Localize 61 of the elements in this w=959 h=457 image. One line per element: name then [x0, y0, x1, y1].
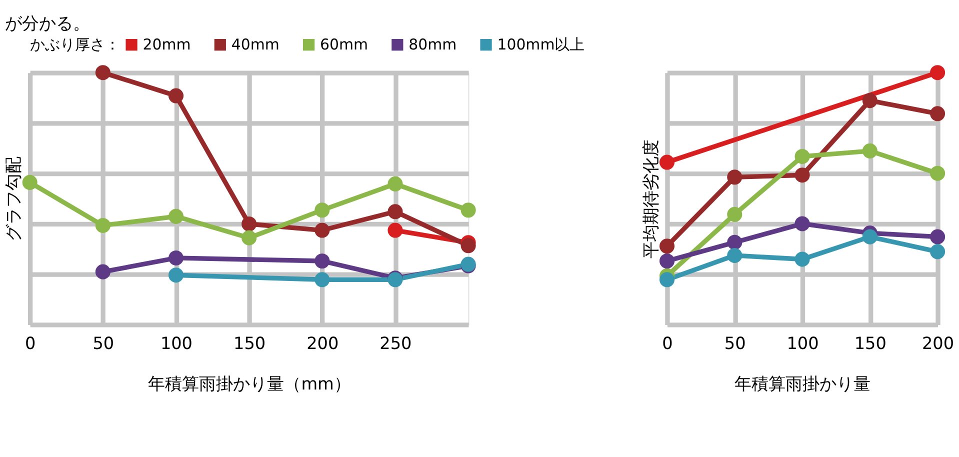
point	[388, 222, 403, 238]
legend-label: 20mm	[142, 36, 191, 54]
point	[862, 143, 878, 158]
x-tick-label: 100	[786, 333, 819, 354]
point	[794, 216, 810, 232]
point	[95, 264, 110, 280]
x-tick-label: 150	[854, 333, 886, 354]
y-axis-title: グラフ勾配	[3, 156, 24, 242]
x-tick-label: 200	[306, 333, 339, 354]
point	[388, 176, 403, 192]
point	[794, 252, 810, 267]
legend-label: 80mm	[408, 36, 457, 54]
point	[862, 93, 878, 108]
point	[930, 106, 946, 122]
point	[794, 168, 810, 183]
point	[659, 272, 675, 288]
x-axis-title: 年積算雨掛かり量	[734, 373, 871, 394]
point	[314, 202, 330, 218]
point	[460, 202, 476, 218]
x-tick-label: 250	[380, 333, 412, 354]
legend-label: 40mm	[231, 36, 280, 54]
text: が分かる。	[5, 13, 90, 34]
point	[930, 65, 946, 80]
point	[930, 166, 946, 181]
point	[314, 253, 330, 269]
point	[727, 170, 742, 185]
point	[95, 218, 110, 233]
x-tick-label: 50	[92, 333, 114, 354]
point	[659, 154, 675, 170]
point	[659, 238, 675, 254]
x-tick-label: 100	[160, 333, 192, 354]
point	[168, 268, 184, 283]
point	[862, 229, 878, 244]
point	[930, 229, 946, 244]
x-tick-label: 150	[234, 333, 266, 354]
point	[388, 204, 403, 220]
x-tick-label: 0	[24, 333, 36, 354]
point	[460, 238, 476, 254]
point	[314, 272, 330, 288]
point	[727, 206, 742, 222]
point	[22, 174, 38, 190]
point	[95, 65, 110, 80]
x-tick-label: 200	[922, 333, 954, 354]
point	[242, 230, 257, 246]
legend-title: かぶり厚さ：	[30, 35, 120, 54]
point	[168, 250, 184, 266]
point	[659, 253, 675, 269]
point	[727, 248, 742, 263]
point	[727, 234, 742, 250]
y-axis-title: 平均期待劣化度	[640, 140, 660, 259]
point	[314, 222, 330, 238]
point	[794, 148, 810, 164]
legend-label: 100mm以上	[497, 36, 585, 54]
point	[168, 88, 184, 104]
point	[242, 216, 257, 232]
legend-label: 60mm	[320, 36, 368, 54]
point	[168, 208, 184, 224]
x-tick-label: 50	[724, 333, 746, 354]
point	[930, 244, 946, 260]
x-tick-label: 0	[662, 333, 673, 354]
x-axis-title: 年積算雨掛かり量（mm）	[148, 373, 351, 394]
